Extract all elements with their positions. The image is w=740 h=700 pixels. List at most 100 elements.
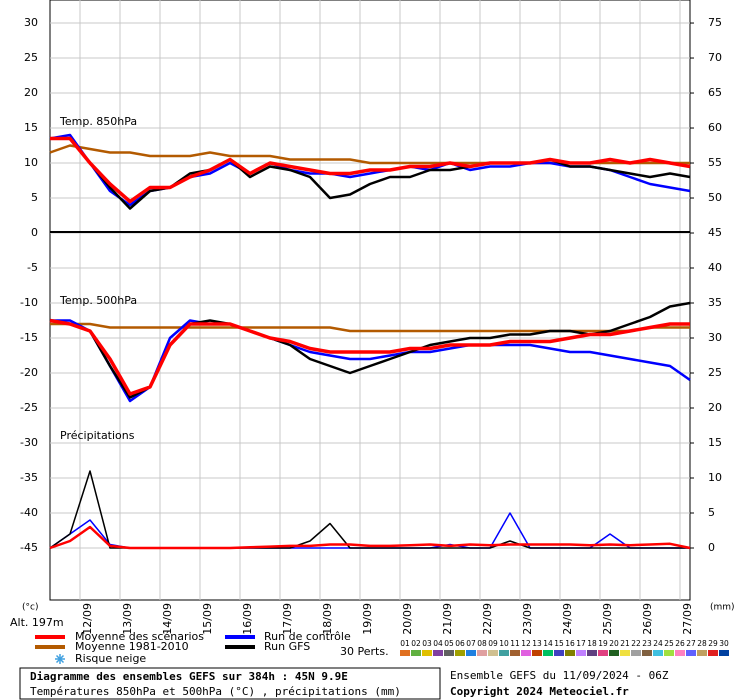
member-label: 12 <box>521 639 531 648</box>
member-label: 01 <box>400 639 410 648</box>
member-label: 15 <box>554 639 564 648</box>
y2-tick-label: 60 <box>708 121 722 134</box>
legend-label: Run de contrôle <box>264 630 351 643</box>
member-label: 18 <box>587 639 597 648</box>
member-label: 27 <box>686 639 696 648</box>
y-tick-label: -20 <box>20 366 38 379</box>
member-swatch <box>543 650 553 656</box>
member-swatch <box>609 650 619 656</box>
x-tick-label: 23/09 <box>521 603 534 635</box>
member-swatch <box>620 650 630 656</box>
y-tick-label: -45 <box>20 541 38 554</box>
member-swatch <box>433 650 443 656</box>
member-label: 29 <box>708 639 718 648</box>
x-tick-label: 15/09 <box>201 603 214 635</box>
x-tick-label: 12/09 <box>81 603 94 635</box>
y2-tick-label: 20 <box>708 401 722 414</box>
x-tick-label: 25/09 <box>601 603 614 635</box>
snow-label: Risque neige <box>75 652 146 665</box>
y-tick-label: 10 <box>24 156 38 169</box>
series-lines <box>49 133 691 550</box>
y2-tick-label: 70 <box>708 51 722 64</box>
member-label: 04 <box>433 639 443 648</box>
member-swatch <box>532 650 542 656</box>
member-swatch <box>664 650 674 656</box>
chart-title: Diagramme des ensembles GEFS sur 384h : … <box>30 670 348 683</box>
x-tick-label: 20/09 <box>401 603 414 635</box>
legend-label: Run GFS <box>264 640 310 653</box>
member-label: 19 <box>598 639 608 648</box>
member-label: 06 <box>455 639 465 648</box>
y2-tick-label: 35 <box>708 296 722 309</box>
y-tick-label: 30 <box>24 16 38 29</box>
x-tick-label: 14/09 <box>161 603 174 635</box>
member-label: 07 <box>466 639 476 648</box>
y-tick-label: 5 <box>31 191 38 204</box>
series-line <box>49 525 691 550</box>
grid <box>50 0 690 600</box>
y-tick-label: -30 <box>20 436 38 449</box>
x-tick-label: 21/09 <box>441 603 454 635</box>
chart-subtitle: Températures 850hPa et 500hPa (°C) , pré… <box>30 685 401 698</box>
series-line <box>49 318 690 396</box>
y2-tick-label: 75 <box>708 16 722 29</box>
member-label: 05 <box>444 639 454 648</box>
member-swatch <box>565 650 575 656</box>
member-label: 20 <box>609 639 619 648</box>
member-label: 13 <box>532 639 542 648</box>
copyright: Copyright 2024 Meteociel.fr <box>450 685 629 698</box>
y2-tick-label: 45 <box>708 226 722 239</box>
series-line <box>50 136 691 204</box>
member-swatch <box>400 650 410 656</box>
member-swatch <box>631 650 641 656</box>
x-tick-label: 18/09 <box>321 603 334 635</box>
member-swatch <box>719 650 729 656</box>
member-swatch <box>653 650 663 656</box>
member-swatch <box>598 650 608 656</box>
member-label: 03 <box>422 639 432 648</box>
x-tick-label: 22/09 <box>481 603 494 635</box>
member-swatch <box>466 650 476 656</box>
member-label: 11 <box>510 639 520 648</box>
member-swatch <box>697 650 707 656</box>
y-axis-unit: (°c) <box>22 603 38 613</box>
member-label: 02 <box>411 639 421 648</box>
title-box <box>19 667 441 700</box>
members-label: 30 Perts. <box>340 645 389 658</box>
member-label: 09 <box>488 639 498 648</box>
altitude: Alt. 197m <box>10 616 64 629</box>
member-swatch <box>455 650 465 656</box>
member-label: 14 <box>543 639 553 648</box>
member-swatch <box>642 650 652 656</box>
y-tick-label: -15 <box>20 331 38 344</box>
panel-label: Temp. 500hPa <box>59 294 137 307</box>
snow-icon <box>55 654 65 664</box>
x-tick-label: 19/09 <box>361 603 374 635</box>
plot-area <box>49 0 691 601</box>
x-tick-label: 16/09 <box>241 603 254 635</box>
y2-tick-label: 0 <box>708 541 715 554</box>
y-tick-label: 20 <box>24 86 38 99</box>
y2-tick-label: 55 <box>708 156 722 169</box>
member-label: 21 <box>620 639 630 648</box>
x-tick-label: 17/09 <box>281 603 294 635</box>
member-swatch <box>510 650 520 656</box>
member-swatch <box>587 650 597 656</box>
y2-tick-label: 50 <box>708 191 722 204</box>
y2-tick-label: 65 <box>708 86 722 99</box>
y2-tick-label: 30 <box>708 331 722 344</box>
y2-tick-label: 5 <box>708 506 715 519</box>
member-label: 28 <box>697 639 707 648</box>
run-info: Ensemble GEFS du 11/09/2024 - 06Z <box>450 669 669 682</box>
member-label: 26 <box>675 639 685 648</box>
y2-tick-label: 10 <box>708 471 722 484</box>
y-tick-label: -5 <box>27 261 38 274</box>
member-swatch <box>686 650 696 656</box>
member-swatch <box>675 650 685 656</box>
series-line <box>50 322 690 333</box>
member-label: 23 <box>642 639 652 648</box>
panel-label: Temp. 850hPa <box>59 115 137 128</box>
member-swatch <box>576 650 586 656</box>
y-tick-label: -40 <box>20 506 38 519</box>
